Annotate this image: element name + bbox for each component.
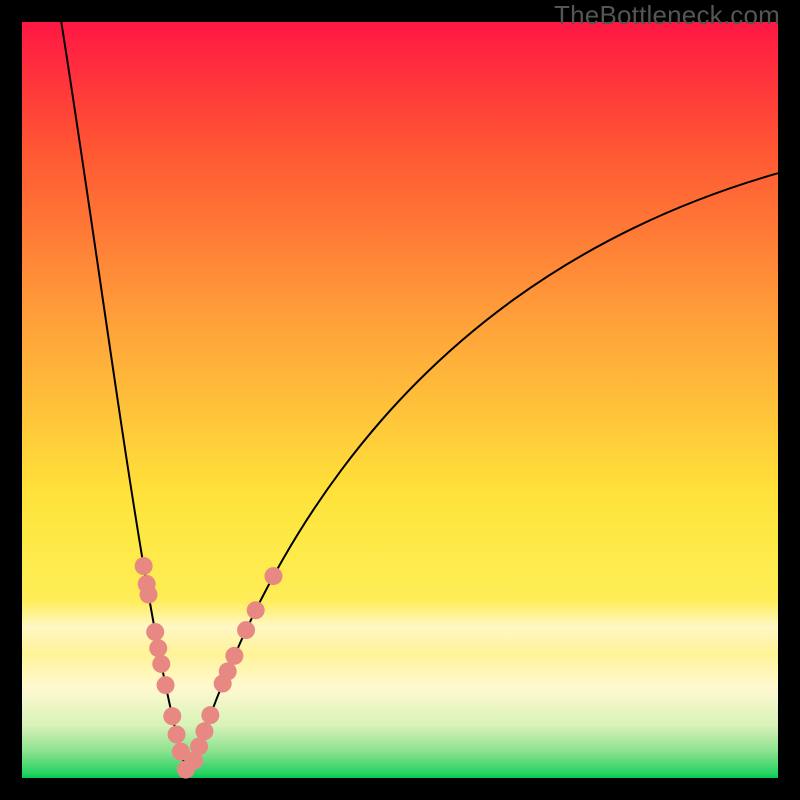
chart-svg [0, 0, 800, 800]
data-marker [237, 621, 255, 639]
data-marker [219, 662, 237, 680]
chart-container: TheBottleneck.com [0, 0, 800, 800]
data-marker [135, 557, 153, 575]
data-marker [140, 586, 158, 604]
data-marker [149, 639, 167, 657]
data-marker [152, 655, 170, 673]
data-marker [247, 601, 265, 619]
watermark-text: TheBottleneck.com [554, 0, 780, 31]
data-marker [157, 676, 175, 694]
data-marker [195, 722, 213, 740]
data-marker [146, 623, 164, 641]
data-marker [264, 567, 282, 585]
data-marker [225, 647, 243, 665]
data-marker [201, 706, 219, 724]
data-marker [163, 707, 181, 725]
data-marker [168, 725, 186, 743]
